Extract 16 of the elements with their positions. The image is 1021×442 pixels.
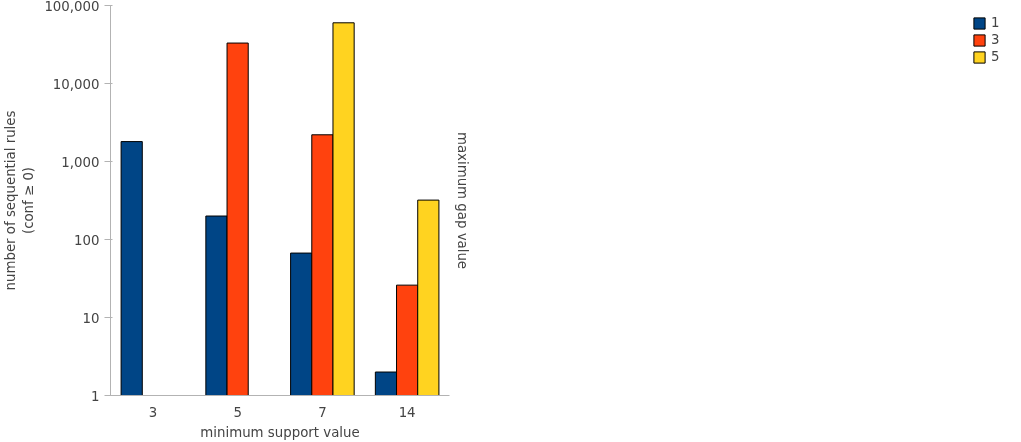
y-tick-label: 10,000 [52,76,100,92]
y-tick-label: 1 [91,388,100,404]
y-tick-label: 1,000 [61,154,100,170]
y-tick-label: 100,000 [44,0,100,14]
x-tick-label: 5 [233,404,242,420]
y-tick-label: 100 [74,232,100,248]
x-axis-title: minimum support value [200,424,360,440]
y-axis-title: number of sequential rules (conf ≥ 0) [3,110,37,291]
x-tick-label: 3 [148,404,158,420]
legend-label: 1 [991,15,1001,30]
x-tick-label: 14 [398,404,416,420]
legend-label: 3 [991,32,1001,47]
legend-label: 5 [991,49,1001,64]
legend-title: maximum gap value [454,131,470,270]
x-tick-label: 7 [318,404,327,420]
y-tick-label: 10 [82,310,100,326]
